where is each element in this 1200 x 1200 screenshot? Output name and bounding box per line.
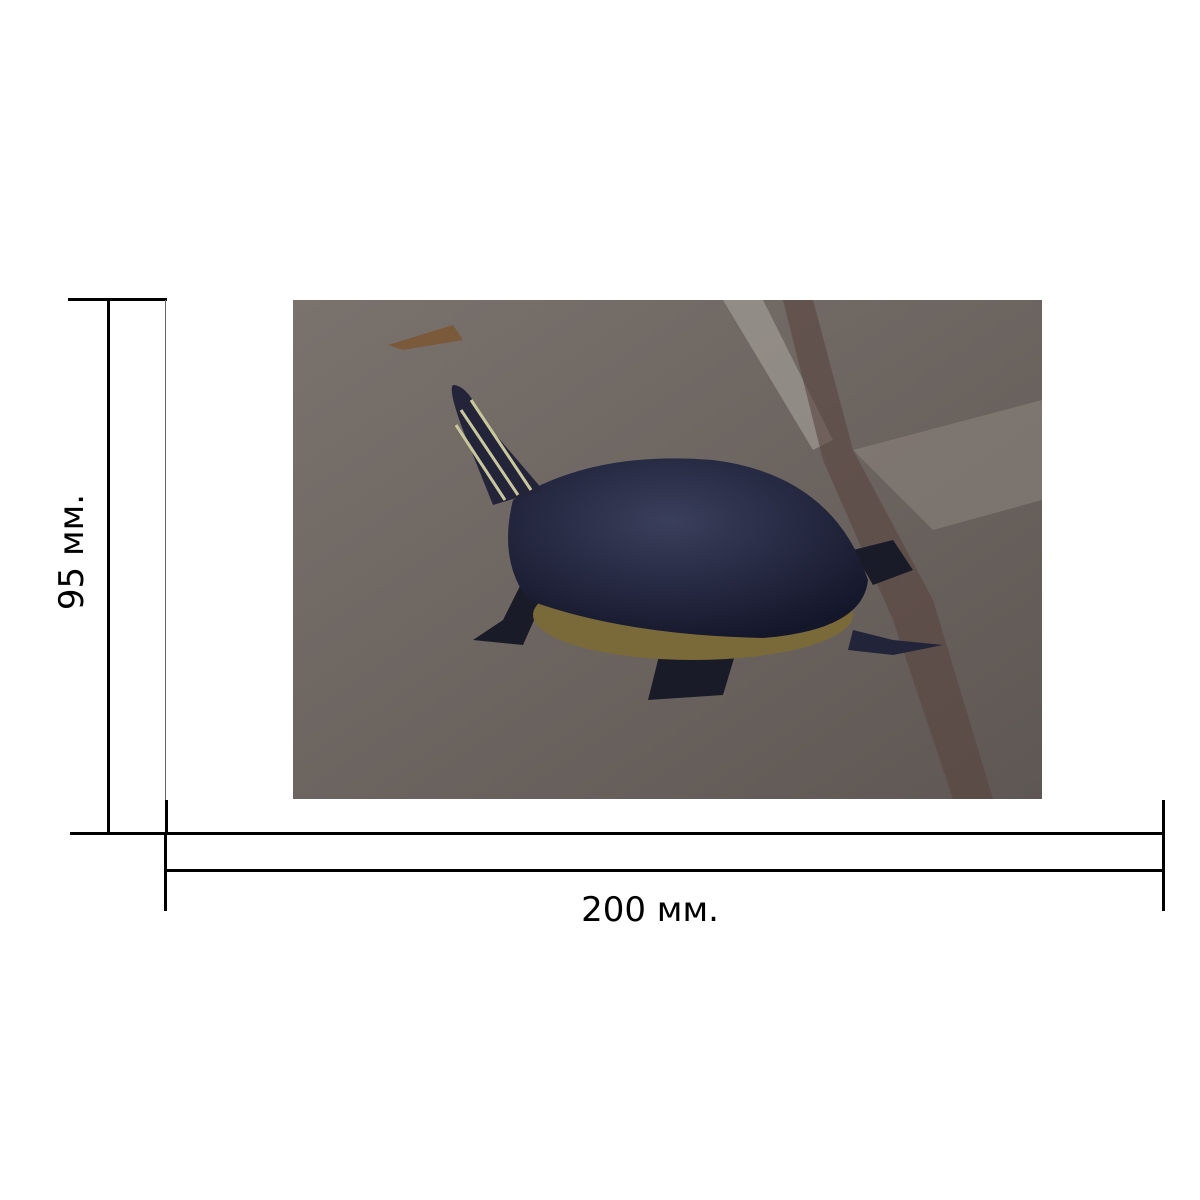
width-label: 200 мм. <box>581 890 719 930</box>
product-photo-turtle <box>293 300 1042 799</box>
dim-bottom-tick <box>70 832 1165 835</box>
height-label: 95 мм. <box>52 493 92 611</box>
dim-width-left-ext <box>164 833 167 911</box>
dim-height-line <box>107 298 110 835</box>
dim-height-ext-bottom <box>165 800 168 835</box>
dim-top-tick <box>68 298 167 301</box>
dim-height-ext <box>165 300 166 800</box>
dim-width-line <box>166 869 1165 872</box>
dim-width-right-ext <box>1162 800 1165 911</box>
